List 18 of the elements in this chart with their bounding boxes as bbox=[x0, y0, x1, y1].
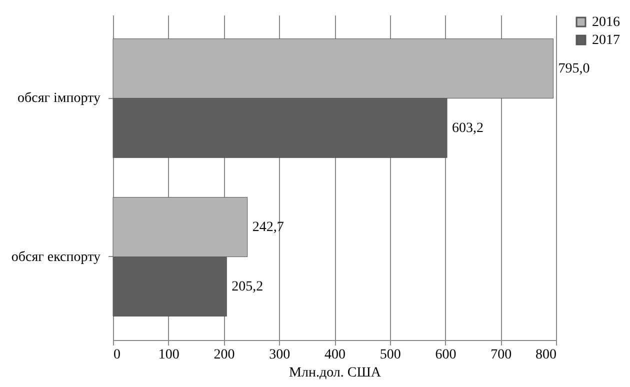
x-tick-label: 100 bbox=[158, 348, 180, 362]
x-tick-label: 600 bbox=[435, 348, 456, 362]
x-tick-label: 400 bbox=[324, 348, 346, 362]
legend-label: 2017 bbox=[592, 33, 620, 48]
data-label: 603,2 bbox=[452, 120, 484, 136]
data-label: 242,7 bbox=[252, 220, 284, 236]
x-tick-label: 200 bbox=[214, 348, 235, 362]
x-tick-label: 700 bbox=[490, 348, 512, 362]
x-tick-label: 300 bbox=[269, 348, 290, 362]
y-tick-label: обсяг імпорту bbox=[17, 91, 100, 106]
x-tick-label: 0 bbox=[114, 348, 120, 362]
x-tick-label: 500 bbox=[380, 348, 401, 362]
x-axis-title: Млн.дол. США bbox=[289, 366, 382, 380]
data-label: 795,0 bbox=[558, 62, 590, 77]
y-tick-label: обсяг експорту bbox=[11, 250, 100, 265]
data-label: 205,2 bbox=[232, 279, 264, 294]
legend-label: 2016 bbox=[592, 15, 620, 30]
x-tick-label: 800 bbox=[536, 348, 556, 362]
